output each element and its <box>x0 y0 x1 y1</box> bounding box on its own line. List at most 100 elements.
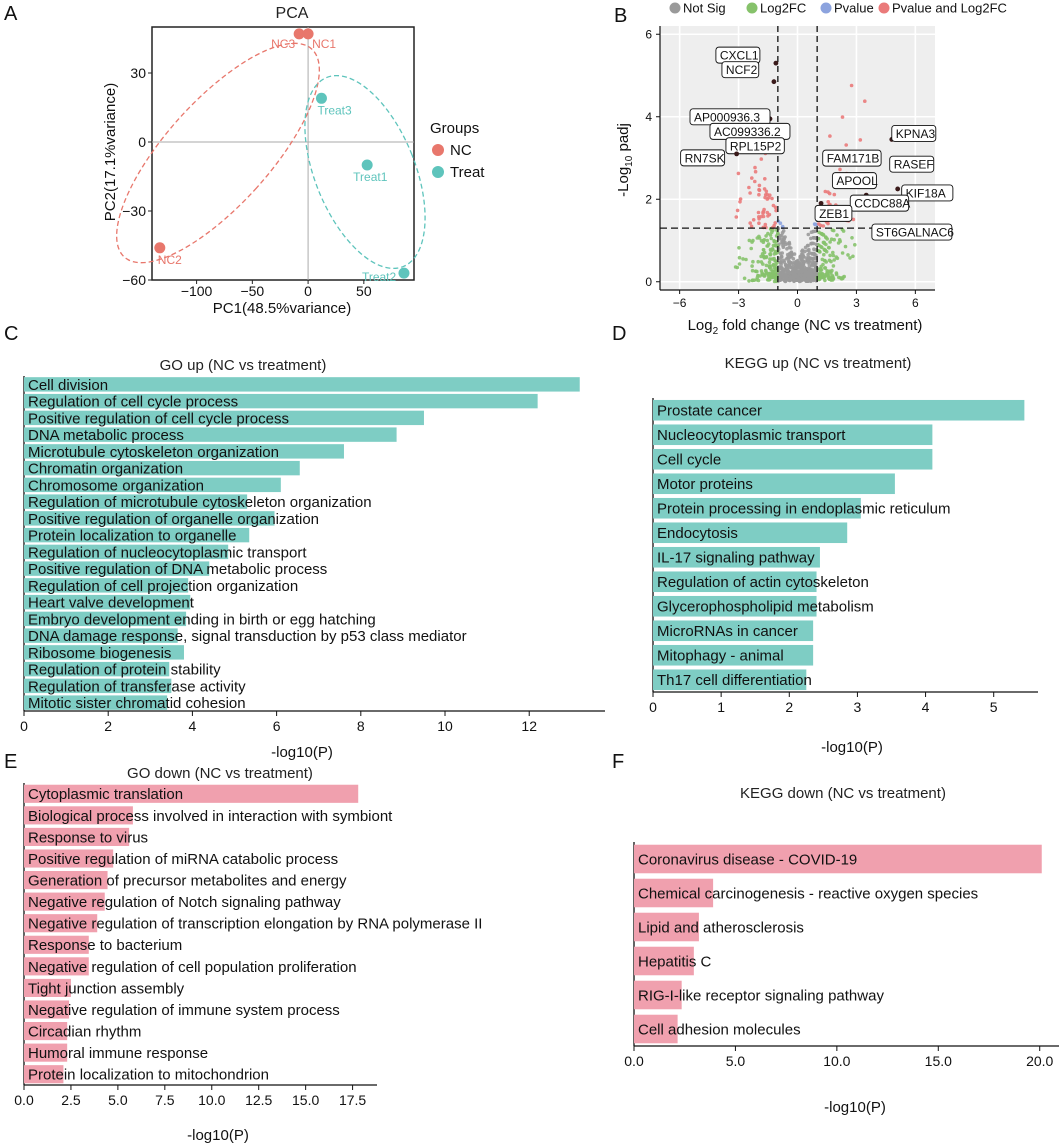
pca-point <box>302 28 314 40</box>
go-down-bar <box>24 806 133 825</box>
go-up-x-tick-label: 12 <box>521 718 537 734</box>
volcano-point <box>806 243 810 248</box>
pca-y-axis-label: PC2(17.1%variance) <box>102 83 119 221</box>
volcano-point <box>780 240 784 244</box>
volcano-point <box>803 245 808 250</box>
volcano-point <box>773 276 778 281</box>
volcano-gene-label: KIF18A <box>906 186 946 200</box>
go-up-category-label: Microtubule cytoskeleton organization <box>28 444 279 461</box>
volcano-point <box>751 259 755 264</box>
pca-y-tick-label: −30 <box>122 203 146 219</box>
volcano-legend-swatch <box>669 2 681 14</box>
volcano-labeled-point <box>771 79 777 85</box>
go-up-bar <box>24 695 168 710</box>
go-up-category-label: Regulation of cell cycle process <box>28 394 238 411</box>
go-up-bar <box>24 494 248 509</box>
go-down-x-tick-label: 5.0 <box>108 1092 128 1108</box>
volcano-point <box>846 253 850 257</box>
kegg-down-chart: KEGG down (NC vs treatment) -log10(P) Co… <box>624 785 1059 1116</box>
volcano-point <box>747 238 752 243</box>
go-up-bar <box>24 578 189 593</box>
pca-point <box>315 92 327 104</box>
volcano-point <box>747 279 751 283</box>
volcano-labeled-point <box>895 186 901 192</box>
go-up-category-label: DNA damage response, signal transduction… <box>28 628 467 645</box>
volcano-point <box>759 260 764 264</box>
kegg-up-bar <box>653 424 933 446</box>
volcano-point <box>736 171 741 176</box>
volcano-point <box>759 214 764 219</box>
volcano-point <box>820 272 824 277</box>
volcano-point <box>762 187 767 191</box>
volcano-point <box>821 240 826 245</box>
volcano-point <box>825 269 829 273</box>
volcano-point <box>796 275 800 279</box>
go-up-category-label: Regulation of microtubule cytoskeleton o… <box>28 494 372 511</box>
kegg-down-x-tick-label: 10.0 <box>823 1053 850 1069</box>
volcano-point <box>778 260 783 264</box>
go-down-bar <box>24 1022 68 1041</box>
volcano-point <box>779 266 783 270</box>
volcano-point <box>774 279 778 284</box>
volcano-labeled-point <box>818 200 824 206</box>
go-down-x-tick-label: 10.0 <box>198 1092 225 1108</box>
volcano-point <box>767 260 772 265</box>
pca-point-label: Treat2 <box>362 270 397 284</box>
volcano-point <box>742 276 747 281</box>
volcano-point <box>774 267 778 271</box>
go-down-category-label: Tight junction assembly <box>28 980 185 997</box>
kegg-down-category-label: Chemical carcinogenesis - reactive oxyge… <box>638 885 978 902</box>
kegg-down-title: KEGG down (NC vs treatment) <box>740 785 946 802</box>
volcano-point <box>756 259 760 264</box>
pca-point-label: NC2 <box>158 253 182 267</box>
kegg-up-x-tick-label: 1 <box>717 699 725 715</box>
go-down-bar <box>24 1000 70 1019</box>
volcano-point <box>750 268 755 273</box>
volcano-point <box>805 273 809 278</box>
volcano-point <box>756 274 760 278</box>
volcano-point <box>778 278 783 282</box>
go-down-x-tick-label: 12.5 <box>245 1092 272 1108</box>
go-up-bar <box>24 594 191 610</box>
kegg-up-bar <box>653 669 807 691</box>
volcano-point <box>832 258 836 262</box>
volcano-point <box>766 214 770 218</box>
kegg-up-bar <box>653 571 817 593</box>
volcano-point <box>782 278 786 282</box>
volcano-point <box>814 242 818 246</box>
kegg-up-category-label: Prostate cancer <box>657 403 762 420</box>
volcano-point <box>770 230 774 234</box>
volcano-gene-label: APOOL <box>836 174 878 188</box>
volcano-point <box>810 260 815 265</box>
kegg-up-x-tick-label: 0 <box>649 699 657 715</box>
volcano-gene-label: RN7SK <box>685 151 725 165</box>
volcano-gene-label: CXCL1 <box>720 49 759 63</box>
volcano-point <box>828 253 832 258</box>
pca-point-label: NC3 <box>271 37 295 51</box>
volcano-legend-label: Pvalue and Log2FC <box>892 1 1007 16</box>
volcano-point <box>791 256 796 261</box>
volcano-point <box>786 269 791 273</box>
volcano-legend-swatch <box>746 2 758 14</box>
volcano-point <box>768 252 772 257</box>
kegg-down-x-tick-label: 5.0 <box>726 1053 746 1069</box>
volcano-point <box>827 246 831 250</box>
volcano-y-tick-label: 4 <box>645 110 652 124</box>
volcano-gene-label-box <box>831 172 877 190</box>
volcano-gene-label: AC099336.2 <box>714 125 781 139</box>
go-up-category-label: Ribosome biogenesis <box>28 645 171 662</box>
volcano-point <box>792 252 797 256</box>
go-down-bar <box>24 871 108 890</box>
kegg-down-x-tick-label: 15.0 <box>925 1053 952 1069</box>
pca-x-axis-label: PC1(48.5%variance) <box>213 300 351 317</box>
volcano-point <box>830 228 835 232</box>
go-down-bar <box>24 849 114 868</box>
go-down-bar <box>24 784 359 803</box>
kegg-down-x-tick-label: 0.0 <box>624 1053 644 1069</box>
volcano-point <box>822 252 826 257</box>
pca-y-tick-label: 0 <box>138 134 146 150</box>
kegg-up-title: KEGG up (NC vs treatment) <box>725 355 912 372</box>
volcano-point <box>807 267 811 272</box>
volcano-point <box>749 224 754 229</box>
go-up-bar <box>24 427 397 442</box>
